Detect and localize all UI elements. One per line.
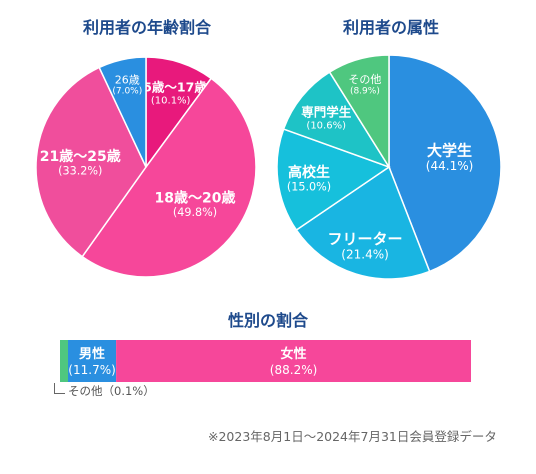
- attr-slice-label-3: 専門学生: [301, 104, 352, 119]
- attr-slice-0: [388, 54, 502, 273]
- attr-slice-3: [282, 71, 391, 169]
- attribute-chart-title: 利用者の属性: [342, 18, 439, 37]
- footnote: ※2023年8月1日～2024年7月31日会員登録データ: [208, 429, 497, 444]
- age-slice-2: [35, 66, 147, 258]
- attribute-pie-chart: 大学生(44.1%) フリーター(21.4%) 高校生(15.0%) 専門学生(10.…: [276, 54, 502, 280]
- age-slice-3: [98, 56, 147, 168]
- age-slice-label-3: 26歳: [115, 73, 140, 86]
- age-chart-title: 利用者の年齢割合: [82, 18, 211, 37]
- gender-segment-pct-1: (11.7%): [68, 363, 115, 377]
- attr-slice-label-2: 高校生: [288, 164, 330, 181]
- attr-slice-label-4: その他: [348, 73, 381, 86]
- age-slice-pct-2: (33.2%): [58, 164, 102, 177]
- gender-segment-2: [116, 340, 471, 382]
- attr-slice-pct-0: (44.1%): [426, 159, 473, 173]
- attr-slice-1: [295, 165, 431, 280]
- attr-slice-pct-2: (15.0%): [287, 180, 331, 193]
- age-slice-label-1: 18歳～20歳: [155, 189, 236, 206]
- gender-chart-title: 性別の割合: [227, 311, 308, 330]
- attr-slice-pct-4: (8.9%): [350, 86, 380, 96]
- age-slice-pct-3: (7.0%): [112, 87, 142, 97]
- gender-other-note: その他（0.1%）: [54, 383, 155, 399]
- age-slice-pct-1: (49.8%): [173, 206, 217, 219]
- age-slice-pct-0: (10.1%): [151, 96, 191, 107]
- attr-slice-label-1: フリーター: [328, 230, 403, 248]
- gender-segment-1: [68, 340, 117, 382]
- attr-slice-pct-1: (21.4%): [341, 247, 388, 261]
- attr-slice-4: [328, 54, 390, 170]
- age-slice-label-2: 21歳～25歳: [40, 148, 121, 165]
- attr-slice-label-0: 大学生: [427, 142, 472, 160]
- age-pie-chart: 15歳～17歳(10.1%) 18歳～20歳(49.8%) 21歳～25歳(33.2…: [35, 56, 257, 278]
- age-slice-1: [81, 77, 257, 278]
- gender-other-label: その他（0.1%）: [68, 384, 155, 398]
- gender-segment-label-1: 男性: [79, 346, 105, 362]
- gender-other-bracket: [54, 383, 65, 394]
- attr-slice-pct-3: (10.6%): [306, 120, 346, 131]
- gender-bar-chart: 男性(11.7%) 女性(88.2%): [60, 340, 471, 382]
- age-slice-label-0: 15歳～17歳: [135, 80, 208, 95]
- attr-slice-2: [276, 128, 391, 231]
- gender-segment-pct-2: (88.2%): [270, 363, 317, 377]
- gender-segment-label-2: 女性: [281, 346, 307, 362]
- gender-segment-0: [60, 340, 68, 382]
